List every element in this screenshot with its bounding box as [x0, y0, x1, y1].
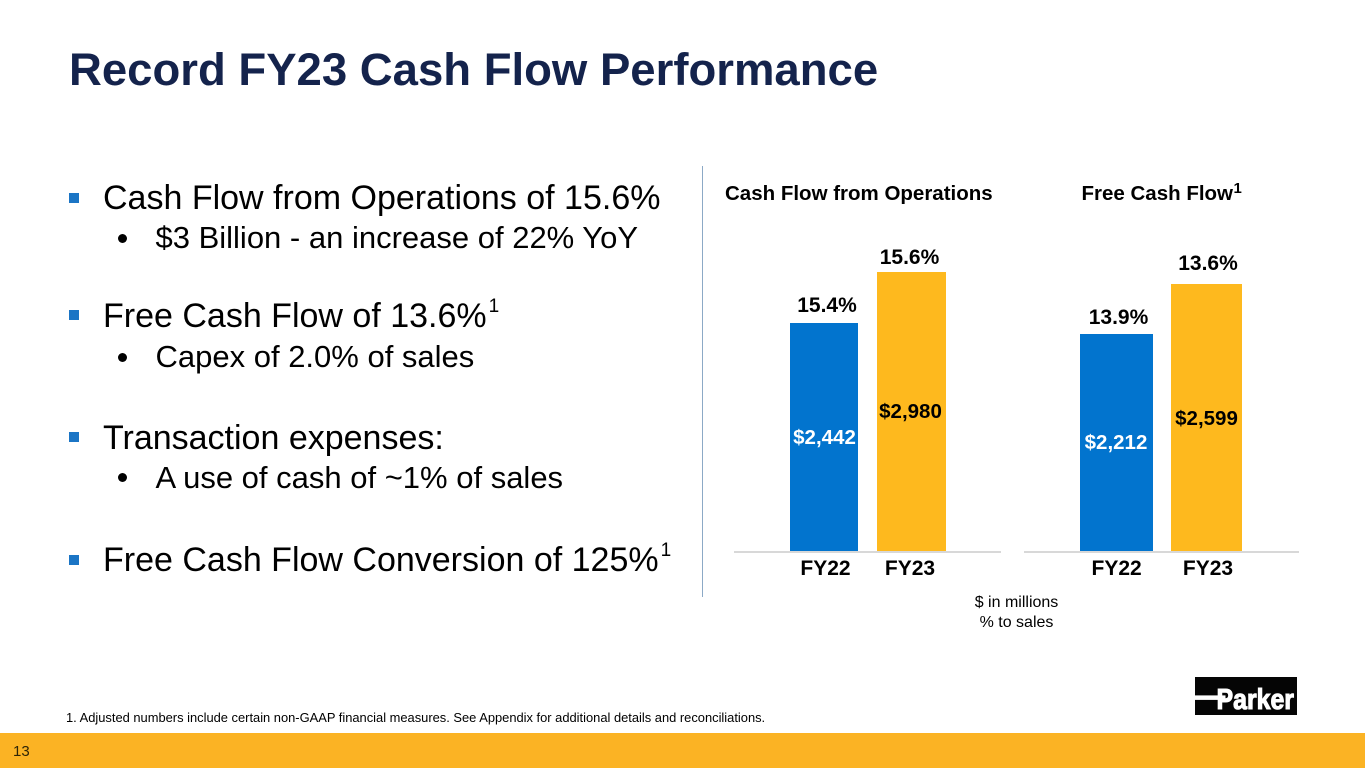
svg-text:Parker: Parker: [1217, 684, 1295, 715]
